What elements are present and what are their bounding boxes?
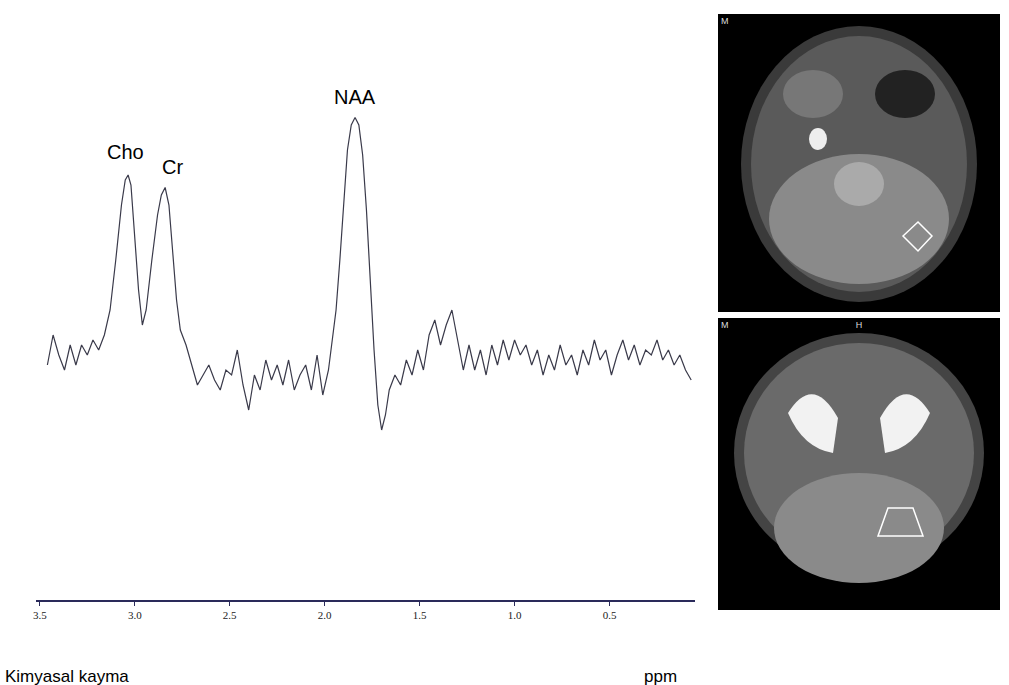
- svg-text:H: H: [856, 320, 863, 330]
- svg-text:M: M: [721, 320, 729, 330]
- svg-text:M: M: [721, 16, 729, 26]
- svg-text:1.5: 1.5: [413, 609, 427, 621]
- svg-text:ppm: ppm: [644, 667, 677, 685]
- svg-text:Cr: Cr: [162, 156, 183, 178]
- svg-text:3.5: 3.5: [33, 609, 47, 621]
- svg-text:0.5: 0.5: [603, 609, 617, 621]
- svg-text:3.0: 3.0: [128, 609, 142, 621]
- svg-text:NAA: NAA: [334, 86, 376, 108]
- svg-text:Cho: Cho: [107, 141, 144, 163]
- svg-text:2.5: 2.5: [223, 609, 237, 621]
- svg-text:2.0: 2.0: [318, 609, 332, 621]
- svg-text:Kimyasal kayma: Kimyasal kayma: [5, 667, 129, 685]
- svg-text:1.0: 1.0: [508, 609, 522, 621]
